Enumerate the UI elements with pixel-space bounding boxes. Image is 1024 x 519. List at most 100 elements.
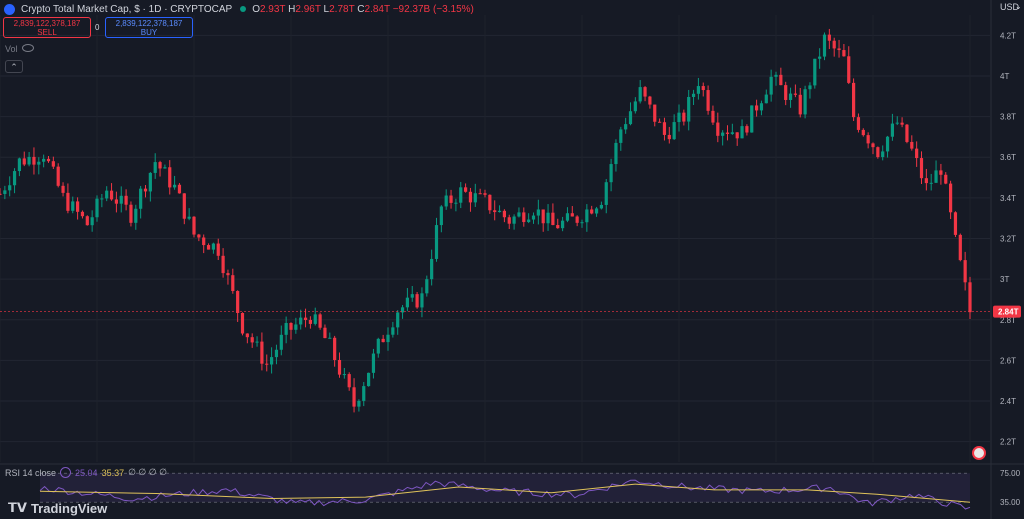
candle-body [531, 215, 536, 220]
candle-body [561, 220, 565, 229]
candle-body [755, 105, 759, 111]
candle-body [313, 314, 317, 324]
candle-body [129, 204, 133, 223]
y-tick-label: 2.2T [1000, 438, 1016, 447]
candle-body [396, 312, 400, 328]
candle-body [512, 216, 516, 224]
candle-body [391, 327, 395, 335]
candle-body [250, 337, 254, 343]
candle-body [410, 294, 414, 298]
candle-body [847, 56, 851, 83]
candle-body [861, 129, 865, 136]
candle-body [347, 374, 351, 388]
candle-body [464, 187, 468, 192]
candle-body [357, 400, 361, 407]
brand-name: TradingView [30, 500, 108, 516]
sell-price: 2,839,122,378,187 [13, 19, 81, 28]
candle-body [691, 93, 696, 97]
symbol-title[interactable]: Crypto Total Market Cap, $ · 1D · CRYPTO… [21, 3, 233, 15]
market-status-icon [240, 6, 247, 12]
candle-body [168, 167, 172, 188]
candle-body [22, 158, 26, 165]
candle-body [590, 209, 594, 214]
chevron-down-icon[interactable]: ⌄ [1015, 2, 1022, 11]
candle-body [493, 210, 497, 213]
candle-body [604, 182, 608, 205]
candle-body [522, 212, 526, 223]
candle-body [895, 122, 899, 124]
candle-body [784, 85, 788, 100]
candle-body [284, 323, 288, 335]
volume-label: Vol [5, 44, 18, 54]
candle-body [803, 89, 807, 115]
candle-body [507, 217, 511, 224]
candle-body [725, 132, 730, 134]
candle-body [852, 82, 856, 118]
candle-body [949, 183, 953, 213]
candle-body [221, 255, 225, 274]
candle-body [342, 374, 346, 376]
candle-body [444, 195, 448, 207]
sell-button[interactable]: 2,839,122,378,187 SELL [3, 17, 91, 38]
candle-body [609, 164, 613, 183]
eye-icon[interactable] [22, 44, 34, 52]
buy-label: BUY [140, 28, 158, 37]
symbol-logo-icon [4, 3, 15, 15]
candle-body [425, 279, 429, 294]
candle-body [216, 243, 220, 256]
candle-body [502, 210, 506, 218]
candle-body [158, 162, 162, 169]
candle-body [721, 132, 725, 136]
candle-body [919, 158, 924, 179]
candle-body [211, 243, 215, 250]
candle-body [76, 201, 80, 212]
candle-body [628, 111, 633, 125]
candle-body [206, 245, 211, 250]
candle-body [173, 184, 177, 188]
candle-body [265, 363, 269, 365]
tradingview-logo[interactable]: 𝗧𝗩 TradingView [8, 500, 107, 516]
candle-body [289, 323, 293, 330]
candle-body [279, 334, 283, 350]
candle-body [449, 195, 453, 203]
candle-body [270, 357, 274, 365]
candle-body [929, 182, 933, 184]
candle-body [231, 275, 235, 292]
candle-body [0, 193, 2, 195]
candle-body [3, 190, 7, 194]
candle-body [881, 151, 885, 158]
candle-body [706, 90, 710, 111]
change-value: −92.37B (−3.15%) [392, 3, 474, 15]
candle-body [17, 158, 21, 172]
candle-body [236, 291, 240, 313]
candle-body [594, 208, 599, 214]
candle-body [405, 297, 409, 308]
y-tick-label: 4.2T [1000, 31, 1016, 40]
candle-body [556, 225, 560, 229]
candle-body [478, 193, 482, 195]
candle-body [148, 172, 152, 192]
ohlc-values: O2.93T H2.96T L2.78T C2.84T −92.37B (−3.… [252, 3, 474, 15]
candle-body [953, 212, 958, 235]
candle-body [119, 195, 123, 204]
buy-button[interactable]: 2,839,122,378,187 BUY [105, 17, 193, 38]
candle-body [318, 314, 322, 328]
candle-body [124, 195, 128, 205]
candle-body [177, 184, 182, 194]
candle-body [153, 162, 157, 173]
candle-body [934, 170, 938, 183]
candle-body [468, 191, 473, 203]
candle-body [677, 112, 681, 123]
candle-body [497, 210, 502, 213]
candle-body [924, 178, 928, 184]
candle-body [192, 216, 196, 235]
candle-body [619, 129, 623, 143]
candle-body [308, 319, 312, 324]
flag-icon[interactable] [972, 446, 986, 460]
collapse-button[interactable]: ⌃ [5, 60, 23, 73]
indicator-settings-icon[interactable] [60, 467, 72, 478]
candle-body [328, 337, 332, 339]
currency-selector[interactable]: USD [1000, 2, 1020, 12]
